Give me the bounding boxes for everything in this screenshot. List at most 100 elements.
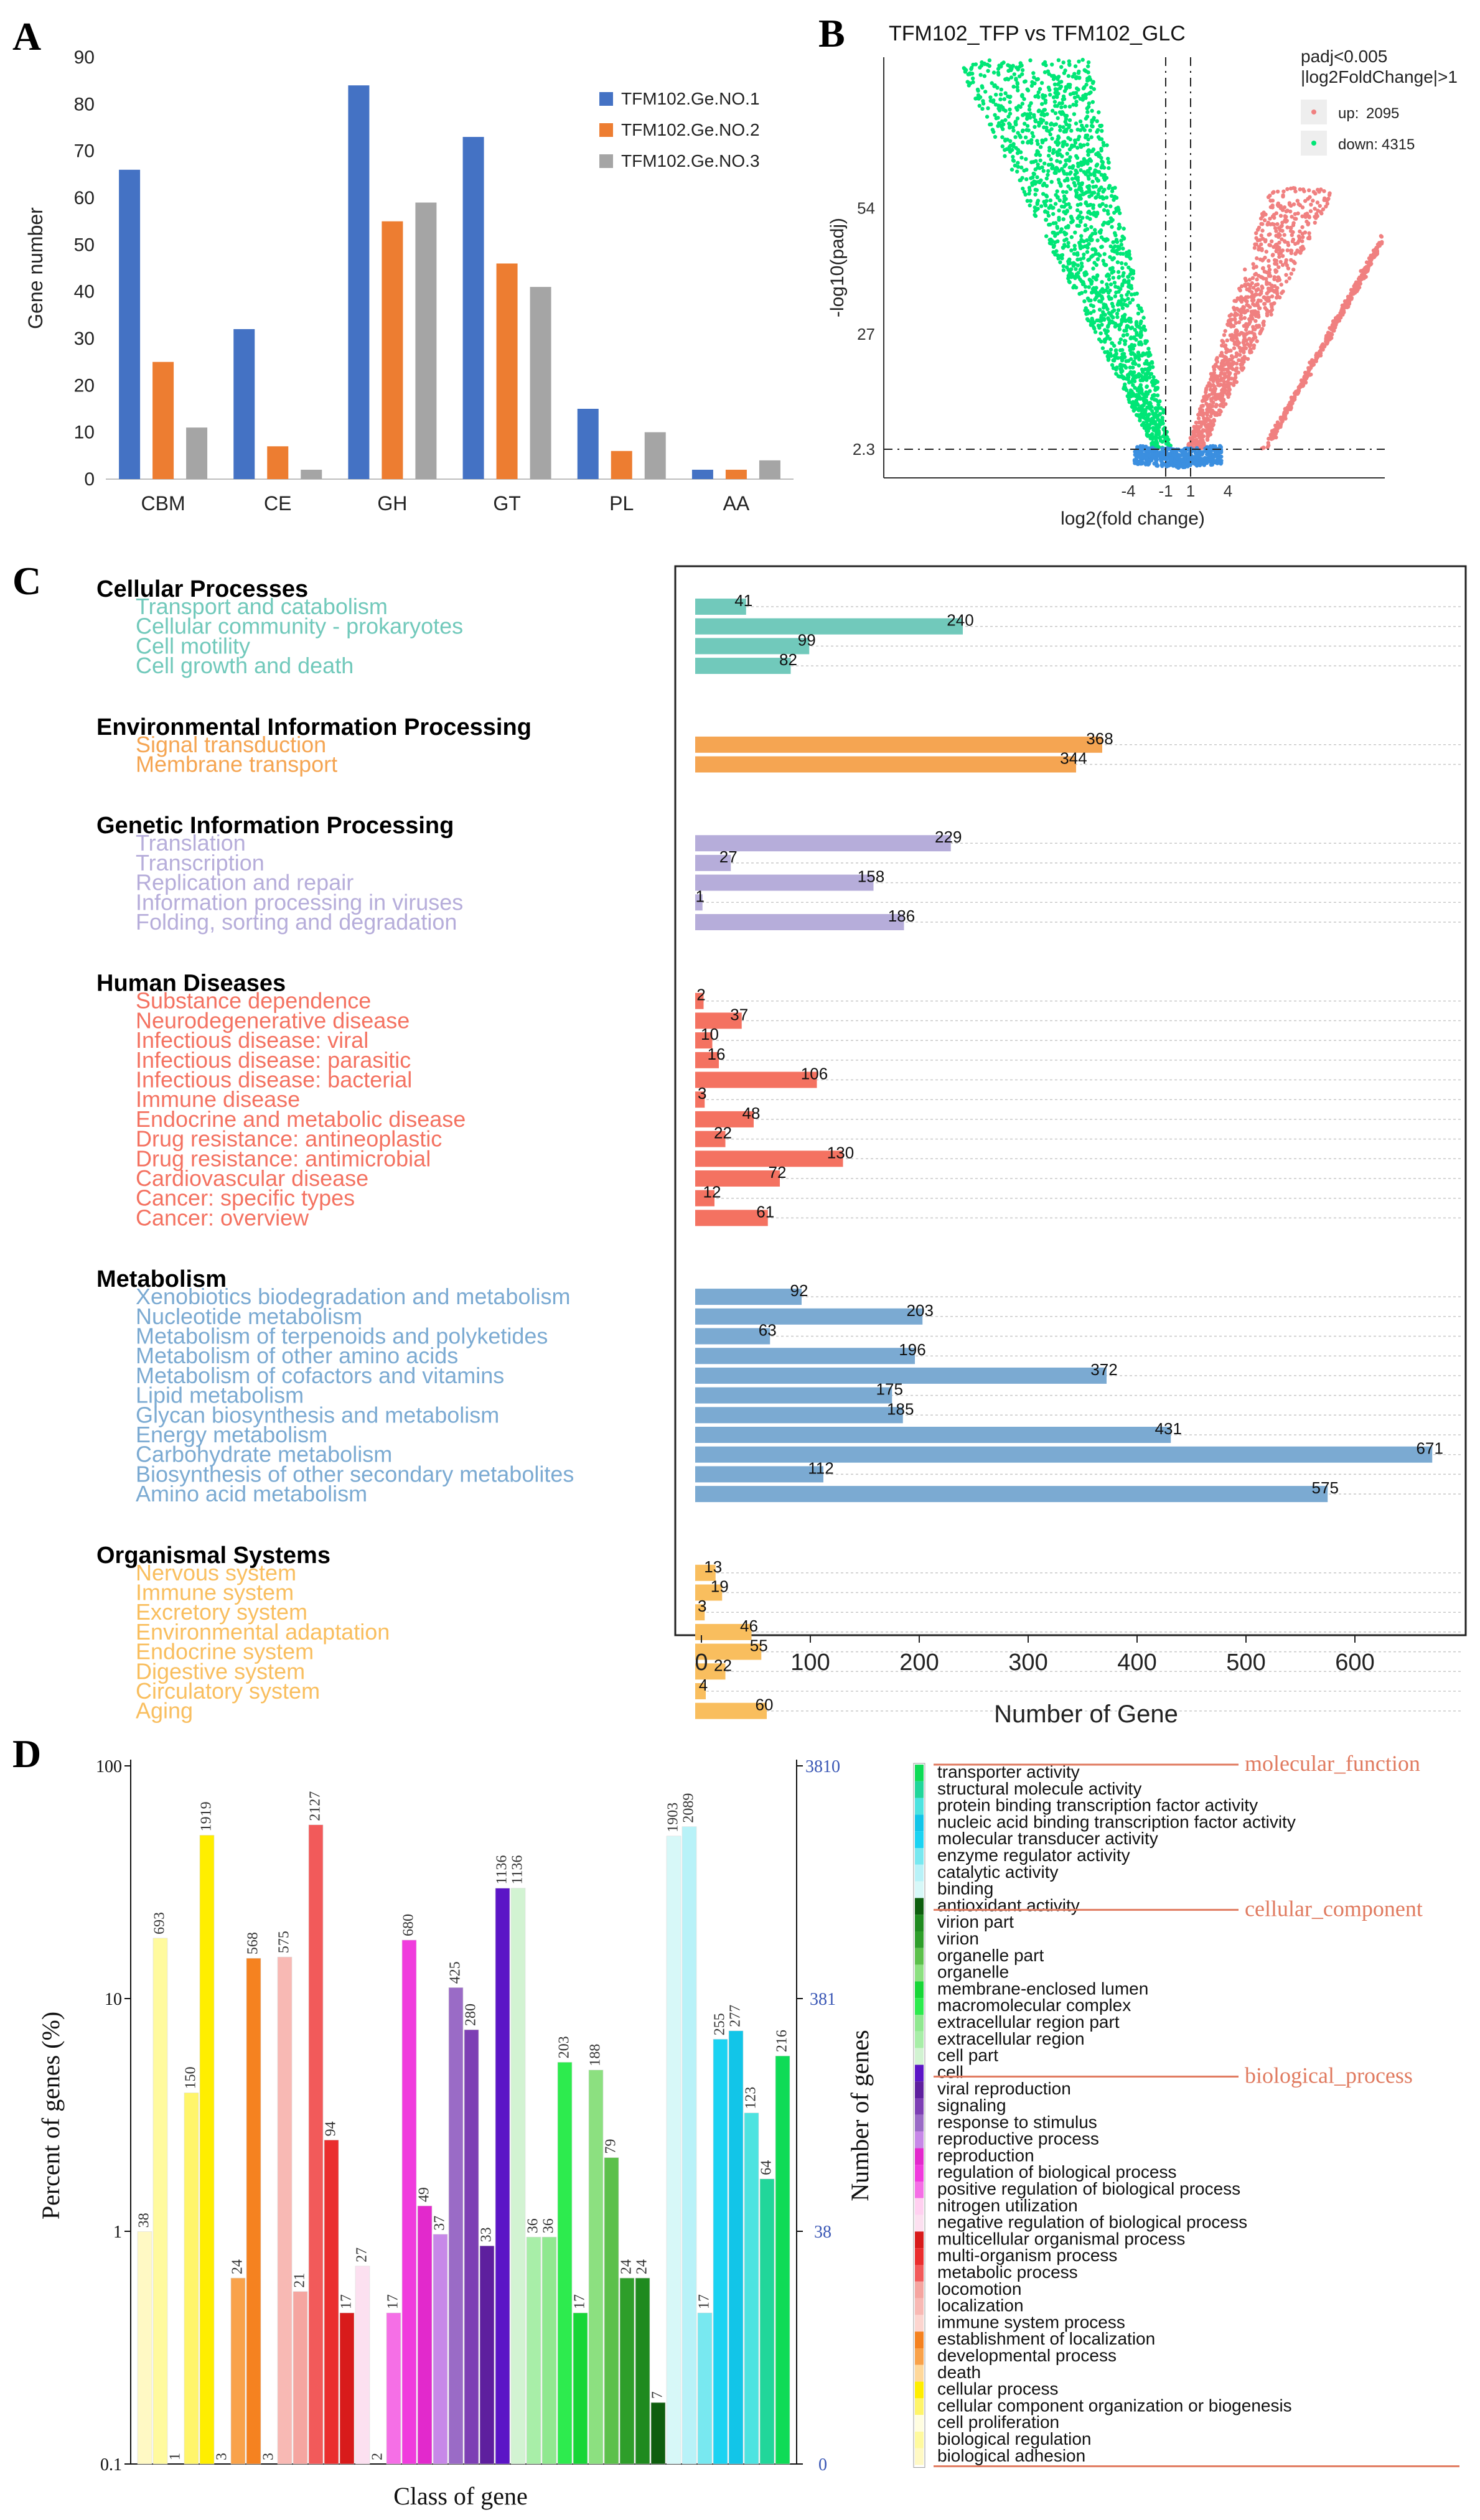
d-legend-label: organelle — [937, 1962, 1009, 1982]
d-legend-swatch — [915, 2214, 924, 2232]
b-point — [1095, 119, 1099, 123]
b-point — [1277, 240, 1281, 245]
b-x-tick-2: 1 — [1186, 482, 1195, 500]
b-point — [1212, 419, 1217, 423]
b-point — [1054, 166, 1059, 171]
b-point — [1072, 251, 1077, 256]
c-bar — [695, 1150, 843, 1167]
b-point — [1126, 281, 1131, 286]
b-point — [1202, 461, 1207, 465]
b-point — [1090, 81, 1095, 85]
c-bar-value: 16 — [708, 1045, 726, 1063]
b-point — [1341, 309, 1346, 313]
b-point — [1133, 327, 1137, 332]
b-point — [1015, 108, 1019, 112]
b-point — [1066, 184, 1070, 189]
d-legend-label: response to stimulus — [937, 2112, 1097, 2132]
b-point — [1114, 239, 1118, 243]
a-bar-aa-s1 — [691, 469, 713, 479]
b-point — [1229, 354, 1234, 358]
b-point — [1144, 390, 1148, 394]
b-point — [971, 80, 975, 85]
b-point — [1267, 268, 1272, 272]
d-bar-label: 24 — [634, 2259, 650, 2274]
d-bar-label: 255 — [712, 2013, 728, 2035]
b-point — [1122, 226, 1126, 231]
b-point — [1154, 440, 1159, 445]
b-point — [1204, 419, 1208, 424]
b-point — [1117, 275, 1121, 280]
b-point — [1069, 128, 1074, 133]
c-group-title-2: Genetic Information Processing — [96, 813, 454, 839]
b-point — [1057, 180, 1062, 185]
b-point — [1282, 233, 1286, 237]
b-point — [1134, 320, 1139, 324]
b-point — [1108, 337, 1112, 341]
b-point — [1139, 455, 1143, 460]
b-point — [1080, 98, 1085, 102]
b-point — [1219, 383, 1223, 387]
b-point — [1039, 178, 1043, 182]
b-point — [1052, 100, 1057, 104]
b-point — [1311, 198, 1315, 203]
d-bar-label: 425 — [447, 1961, 464, 1984]
b-point — [1051, 230, 1055, 235]
b-point — [1051, 95, 1056, 100]
b-point — [1034, 159, 1038, 164]
b-point — [1003, 108, 1008, 113]
c-bar-value: 99 — [798, 630, 816, 649]
b-point — [1208, 382, 1212, 386]
b-point — [1257, 306, 1262, 310]
b-point — [1260, 327, 1265, 331]
b-point — [1082, 192, 1086, 196]
b-point — [1062, 205, 1067, 209]
c-row-label: Digestive system — [136, 1658, 305, 1684]
b-point — [1336, 317, 1341, 321]
d-legend-swatch — [915, 2364, 924, 2382]
b-point — [1281, 289, 1285, 294]
b-point — [1066, 158, 1070, 162]
d-legend-swatch — [915, 1848, 924, 1865]
b-point — [1091, 275, 1096, 279]
b-point — [1124, 329, 1128, 333]
b-point — [1307, 215, 1311, 220]
b-point — [1095, 210, 1100, 215]
b-point — [1237, 358, 1241, 362]
d-legend-swatch — [915, 1931, 924, 1948]
b-point — [1186, 455, 1191, 459]
b-point — [1131, 269, 1136, 273]
b-point — [1085, 238, 1089, 243]
b-point — [1120, 358, 1125, 363]
c-group-title-3: Human Diseases — [96, 971, 286, 997]
d-bar — [557, 2061, 573, 2465]
b-point — [1125, 304, 1130, 308]
b-point — [1055, 189, 1059, 194]
b-point — [1090, 291, 1094, 295]
c-bar-value: 22 — [714, 1656, 732, 1674]
b-point — [1197, 455, 1202, 460]
b-point — [1050, 136, 1054, 141]
b-point — [1112, 210, 1117, 215]
b-point — [1194, 450, 1198, 455]
b-point — [1243, 327, 1248, 332]
b-point — [1042, 125, 1046, 129]
b-point — [1222, 367, 1227, 371]
b-point — [1110, 186, 1115, 191]
b-point — [1046, 213, 1051, 218]
b-point — [1066, 224, 1070, 228]
d-bar — [199, 1835, 215, 2465]
b-point — [1035, 202, 1039, 206]
d-bar-label: 3 — [214, 2453, 230, 2460]
d-bar — [479, 2246, 495, 2465]
d-bar — [744, 2112, 759, 2465]
b-point — [1079, 218, 1083, 223]
b-point — [1314, 359, 1318, 363]
b-point — [1160, 446, 1164, 450]
d-bar-label: 123 — [743, 2087, 759, 2109]
b-point — [1032, 172, 1037, 176]
b-point — [1099, 156, 1103, 160]
b-point — [1092, 247, 1097, 251]
